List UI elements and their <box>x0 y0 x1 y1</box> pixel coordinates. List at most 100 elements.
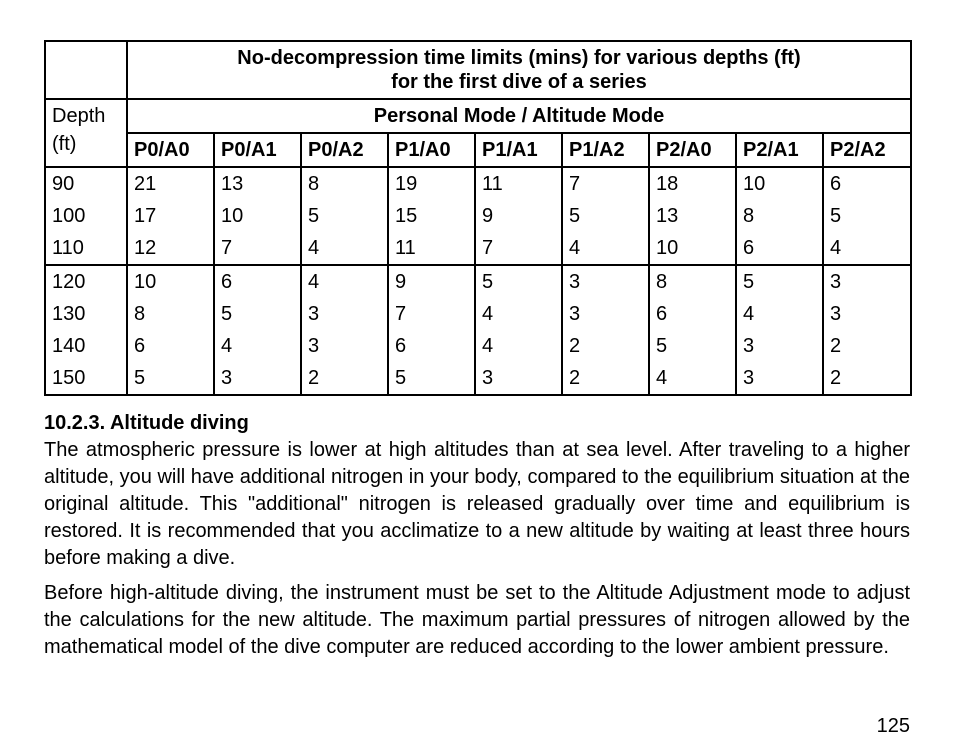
col-header: P2/A0 <box>649 133 736 167</box>
value-cell: 19 <box>388 167 475 200</box>
col-header: P2/A2 <box>823 133 911 167</box>
section-heading: 10.2.3. Altitude diving <box>44 412 910 435</box>
value-cell: 3 <box>736 330 823 362</box>
value-cell: 5 <box>823 200 911 232</box>
value-cell: 7 <box>562 167 649 200</box>
col-header: P1/A1 <box>475 133 562 167</box>
value-cell: 4 <box>475 298 562 330</box>
value-cell: 3 <box>301 298 388 330</box>
value-cell: 2 <box>562 362 649 395</box>
value-cell: 5 <box>301 200 388 232</box>
value-cell: 9 <box>475 200 562 232</box>
value-cell: 2 <box>823 330 911 362</box>
value-cell: 4 <box>736 298 823 330</box>
depth-cell: 150 <box>45 362 127 395</box>
col-header: P0/A2 <box>301 133 388 167</box>
value-cell: 6 <box>388 330 475 362</box>
table-row: 100 17 10 5 15 9 5 13 8 5 <box>45 200 911 232</box>
col-header: P2/A1 <box>736 133 823 167</box>
value-cell: 10 <box>214 200 301 232</box>
depth-cell: 120 <box>45 265 127 298</box>
value-cell: 8 <box>127 298 214 330</box>
value-cell: 10 <box>127 265 214 298</box>
table-row: 120 10 6 4 9 5 3 8 5 3 <box>45 265 911 298</box>
value-cell: 6 <box>127 330 214 362</box>
col-header: P1/A0 <box>388 133 475 167</box>
value-cell: 3 <box>562 298 649 330</box>
value-cell: 3 <box>823 265 911 298</box>
depth-header-line1: Depth <box>52 105 105 127</box>
value-cell: 5 <box>475 265 562 298</box>
value-cell: 8 <box>649 265 736 298</box>
value-cell: 11 <box>475 167 562 200</box>
body-paragraph: Before high-altitude diving, the instrum… <box>44 580 910 661</box>
page-number: 125 <box>877 715 910 738</box>
value-cell: 12 <box>127 232 214 265</box>
table-row: 90 21 13 8 19 11 7 18 10 6 <box>45 167 911 200</box>
depth-cell: 110 <box>45 232 127 265</box>
body-paragraph: The atmospheric pressure is lower at hig… <box>44 437 910 572</box>
value-cell: 3 <box>475 362 562 395</box>
table-row: 110 12 7 4 11 7 4 10 6 4 <box>45 232 911 265</box>
value-cell: 3 <box>214 362 301 395</box>
value-cell: 3 <box>736 362 823 395</box>
page: No-decompression time limits (mins) for … <box>0 0 954 756</box>
depth-cell: 90 <box>45 167 127 200</box>
depth-header-line2: (ft) <box>52 133 76 155</box>
value-cell: 18 <box>649 167 736 200</box>
value-cell: 5 <box>214 298 301 330</box>
value-cell: 2 <box>562 330 649 362</box>
value-cell: 5 <box>127 362 214 395</box>
value-cell: 8 <box>301 167 388 200</box>
table-row: 140 6 4 3 6 4 2 5 3 2 <box>45 330 911 362</box>
value-cell: 2 <box>301 362 388 395</box>
depth-cell: 130 <box>45 298 127 330</box>
value-cell: 5 <box>562 200 649 232</box>
value-cell: 4 <box>823 232 911 265</box>
value-cell: 7 <box>214 232 301 265</box>
value-cell: 17 <box>127 200 214 232</box>
value-cell: 4 <box>301 232 388 265</box>
table-corner-blank <box>45 41 127 99</box>
value-cell: 6 <box>823 167 911 200</box>
value-cell: 9 <box>388 265 475 298</box>
column-headers-row: P0/A0 P0/A1 P0/A2 P1/A0 P1/A1 P1/A2 P2/A… <box>45 133 911 167</box>
value-cell: 4 <box>301 265 388 298</box>
value-cell: 7 <box>388 298 475 330</box>
value-cell: 13 <box>214 167 301 200</box>
col-header: P0/A1 <box>214 133 301 167</box>
value-cell: 6 <box>214 265 301 298</box>
value-cell: 5 <box>649 330 736 362</box>
value-cell: 3 <box>562 265 649 298</box>
value-cell: 15 <box>388 200 475 232</box>
value-cell: 5 <box>388 362 475 395</box>
value-cell: 2 <box>823 362 911 395</box>
depth-cell: 100 <box>45 200 127 232</box>
value-cell: 7 <box>475 232 562 265</box>
col-header: P0/A0 <box>127 133 214 167</box>
table-title-line2: for the first dive of a series <box>391 71 647 93</box>
depth-cell: 140 <box>45 330 127 362</box>
value-cell: 8 <box>736 200 823 232</box>
table-row: 130 8 5 3 7 4 3 6 4 3 <box>45 298 911 330</box>
table-title-line1: No-decompression time limits (mins) for … <box>237 47 800 69</box>
value-cell: 3 <box>301 330 388 362</box>
value-cell: 4 <box>475 330 562 362</box>
col-header: P1/A2 <box>562 133 649 167</box>
value-cell: 4 <box>649 362 736 395</box>
value-cell: 10 <box>736 167 823 200</box>
value-cell: 4 <box>214 330 301 362</box>
value-cell: 4 <box>562 232 649 265</box>
ndl-table: No-decompression time limits (mins) for … <box>44 40 912 396</box>
value-cell: 5 <box>736 265 823 298</box>
table-row: 150 5 3 2 5 3 2 4 3 2 <box>45 362 911 395</box>
value-cell: 21 <box>127 167 214 200</box>
depth-header: Depth (ft) <box>45 99 127 167</box>
value-cell: 6 <box>649 298 736 330</box>
value-cell: 3 <box>823 298 911 330</box>
mode-header: Personal Mode / Altitude Mode <box>127 99 911 133</box>
value-cell: 11 <box>388 232 475 265</box>
value-cell: 6 <box>736 232 823 265</box>
table-title: No-decompression time limits (mins) for … <box>127 41 911 99</box>
value-cell: 13 <box>649 200 736 232</box>
